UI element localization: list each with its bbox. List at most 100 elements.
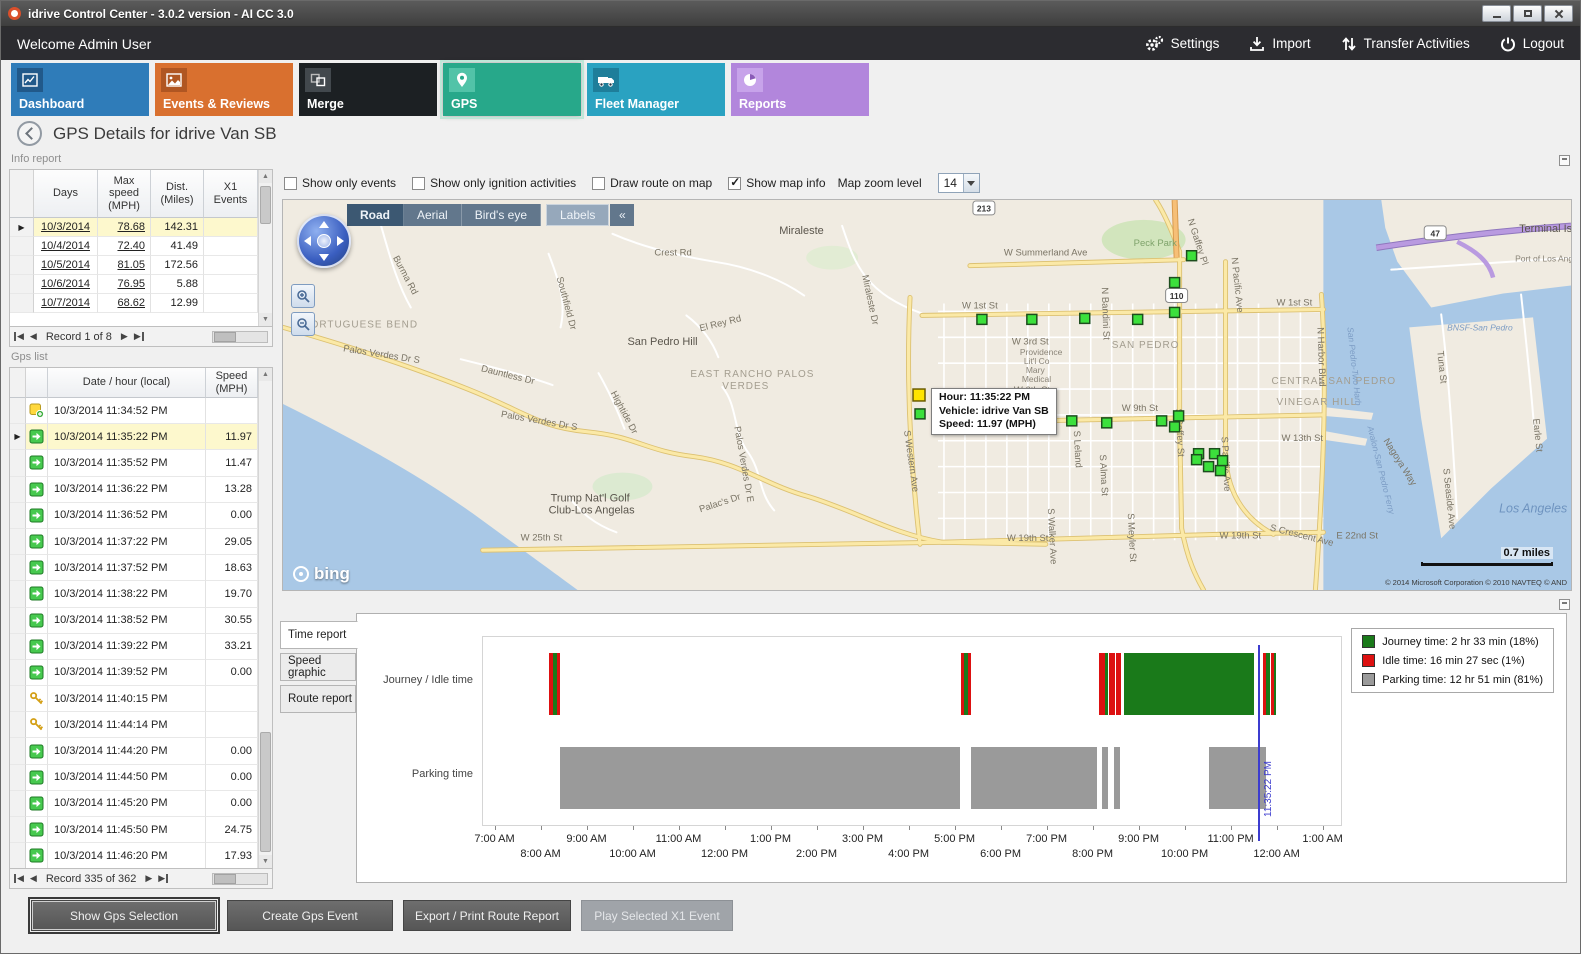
- info-report-scrollbar[interactable]: [258, 170, 272, 326]
- table-row[interactable]: 10/3/2014 11:44:14 PM: [10, 712, 258, 739]
- column-header[interactable]: Date / hour (local): [48, 368, 206, 398]
- column-header[interactable]: Days: [34, 170, 98, 218]
- time-cursor-line[interactable]: [1257, 645, 1260, 841]
- checkbox-show-map-info[interactable]: Show map info: [728, 175, 826, 190]
- pager-first-button[interactable]: ◀: [14, 874, 25, 883]
- scrollbar-thumb[interactable]: [260, 732, 271, 852]
- gps-marker[interactable]: [1190, 453, 1203, 466]
- table-row[interactable]: 10/4/2014 72.40 41.49: [10, 237, 258, 256]
- map-tabs-collapse-icon[interactable]: «: [610, 204, 635, 226]
- map-pan-control[interactable]: [297, 214, 351, 268]
- pager-next-button[interactable]: ▶: [120, 331, 128, 341]
- import-button[interactable]: Import: [1249, 35, 1311, 53]
- gps-marker[interactable]: [1216, 454, 1229, 467]
- table-row[interactable]: ▶ 10/3/2014 78.68 142.31: [10, 218, 258, 237]
- map-canvas[interactable]: Miraleste Peck Park W Summerland Ave Crest …: [283, 200, 1571, 590]
- tab-speed-graphic[interactable]: Speed graphic: [280, 653, 356, 681]
- checkbox-show-only-ignition-activities[interactable]: Show only ignition activities: [412, 176, 576, 190]
- max-speed-cell[interactable]: 78.68: [98, 218, 151, 237]
- pan-west-icon[interactable]: [304, 236, 311, 246]
- transfer-button[interactable]: Transfer Activities: [1341, 35, 1470, 53]
- gps-marker[interactable]: [1172, 410, 1185, 422]
- days-cell[interactable]: 10/5/2014: [34, 256, 98, 275]
- table-row[interactable]: 10/3/2014 11:37:22 PM 29.05: [10, 528, 258, 556]
- pan-north-icon[interactable]: [319, 221, 329, 228]
- max-speed-cell[interactable]: 72.40: [98, 237, 151, 256]
- nav-tile-dashboard[interactable]: Dashboard: [11, 63, 149, 116]
- settings-button[interactable]: Settings: [1144, 35, 1219, 53]
- gps-marker[interactable]: [1208, 447, 1221, 460]
- max-speed-cell[interactable]: 81.05: [98, 256, 151, 275]
- panel-collapse-icon[interactable]: [1559, 599, 1570, 610]
- logout-button[interactable]: Logout: [1500, 35, 1564, 53]
- map-zoom-select[interactable]: 14: [937, 173, 980, 193]
- table-row[interactable]: 10/3/2014 11:38:22 PM 19.70: [10, 581, 258, 608]
- column-header[interactable]: Speed (MPH): [206, 368, 258, 398]
- map-tab-road[interactable]: Road: [347, 204, 404, 226]
- pager-scrollbar-thumb[interactable]: [214, 873, 236, 884]
- nav-tile-reports[interactable]: Reports: [731, 63, 869, 116]
- map-tab-bird-s-eye[interactable]: Bird's eye: [461, 204, 541, 226]
- zoom-in-button[interactable]: [291, 284, 315, 308]
- checkbox-draw-route-on-map[interactable]: Draw route on map: [592, 176, 712, 190]
- gps-marker[interactable]: [1155, 415, 1168, 427]
- table-row[interactable]: 10/3/2014 11:36:52 PM 0.00: [10, 502, 258, 529]
- pager-first-button[interactable]: ◀: [14, 332, 25, 341]
- checkbox-show-only-events[interactable]: Show only events: [284, 176, 396, 190]
- table-row[interactable]: 10/3/2014 11:46:20 PM 17.93: [10, 843, 258, 868]
- table-row[interactable]: 10/3/2014 11:39:52 PM 0.00: [10, 659, 258, 687]
- column-header[interactable]: X1 Events: [204, 170, 258, 218]
- export-print-route-report-button[interactable]: Export / Print Route Report: [403, 900, 571, 931]
- pager-last-button[interactable]: ▶: [133, 332, 144, 341]
- scroll-up-icon[interactable]: [259, 170, 272, 183]
- window-titlebar[interactable]: idrive Control Center - 3.0.2 version - …: [1, 1, 1580, 27]
- max-speed-cell[interactable]: 76.95: [98, 275, 151, 294]
- maximize-button[interactable]: [1513, 5, 1542, 22]
- table-row[interactable]: 10/3/2014 11:36:22 PM 13.28: [10, 476, 258, 503]
- gps-marker[interactable]: [1214, 464, 1227, 477]
- scrollbar-thumb[interactable]: [260, 186, 271, 224]
- gps-marker[interactable]: [1079, 312, 1091, 325]
- days-cell[interactable]: 10/4/2014: [34, 237, 98, 256]
- gps-list-scrollbar[interactable]: [258, 368, 272, 868]
- table-row[interactable]: 10/6/2014 76.95 5.88: [10, 275, 258, 294]
- map-container[interactable]: Miraleste Peck Park W Summerland Ave Crest …: [282, 199, 1572, 591]
- column-header[interactable]: Dist. (Miles): [151, 170, 204, 218]
- pager-scrollbar[interactable]: [212, 872, 268, 885]
- days-cell[interactable]: 10/3/2014: [34, 218, 98, 237]
- table-row[interactable]: 10/3/2014 11:45:20 PM 0.00: [10, 790, 258, 817]
- scroll-down-icon[interactable]: [259, 855, 272, 868]
- pager-prev-button[interactable]: ◀: [29, 331, 37, 341]
- table-row[interactable]: ▶ 10/3/2014 11:35:22 PM 11.97: [10, 424, 258, 451]
- nav-tile-gps[interactable]: GPS: [440, 60, 584, 119]
- zoom-out-button[interactable]: [291, 312, 315, 336]
- table-row[interactable]: 10/3/2014 11:37:52 PM 18.63: [10, 555, 258, 582]
- gps-marker[interactable]: [914, 408, 926, 420]
- max-speed-cell[interactable]: 68.62: [98, 294, 151, 313]
- gps-marker[interactable]: [1168, 306, 1181, 319]
- pan-south-icon[interactable]: [319, 254, 329, 261]
- gps-marker[interactable]: [1202, 460, 1215, 473]
- days-cell[interactable]: 10/7/2014: [34, 294, 98, 313]
- scroll-up-icon[interactable]: [259, 368, 272, 381]
- gps-marker[interactable]: [1185, 249, 1198, 262]
- column-header[interactable]: Max speed (MPH): [98, 170, 151, 218]
- pager-next-button[interactable]: ▶: [145, 873, 153, 883]
- gps-marker[interactable]: [1026, 313, 1038, 326]
- scroll-down-icon[interactable]: [259, 313, 272, 326]
- pager-prev-button[interactable]: ◀: [29, 873, 37, 883]
- selected-gps-marker[interactable]: [912, 388, 926, 402]
- pan-east-icon[interactable]: [337, 236, 344, 246]
- table-row[interactable]: 10/3/2014 11:35:52 PM 11.47: [10, 450, 258, 477]
- table-row[interactable]: 10/3/2014 11:44:20 PM 0.00: [10, 738, 258, 765]
- gps-marker[interactable]: [1066, 415, 1078, 427]
- table-row[interactable]: 10/3/2014 11:34:52 PM: [10, 398, 258, 425]
- gps-marker[interactable]: [1168, 276, 1181, 289]
- pager-scrollbar[interactable]: [212, 330, 268, 343]
- pager-scrollbar-thumb[interactable]: [214, 331, 236, 342]
- pager-last-button[interactable]: ▶: [157, 874, 169, 883]
- panel-collapse-icon[interactable]: [1559, 155, 1570, 166]
- table-row[interactable]: 10/5/2014 81.05 172.56: [10, 256, 258, 275]
- table-row[interactable]: 10/3/2014 11:38:52 PM 30.55: [10, 607, 258, 634]
- nav-tile-fleet[interactable]: Fleet Manager: [587, 63, 725, 116]
